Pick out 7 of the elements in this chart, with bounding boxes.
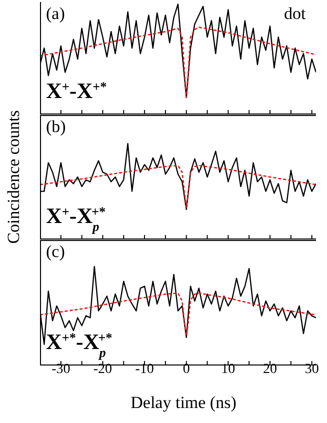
annotation: X$^{+}$-X$^{+*}$ xyxy=(46,78,108,103)
text: (b) xyxy=(46,117,66,136)
x-axis-title: Delay time (ns) xyxy=(130,393,238,413)
text: (c) xyxy=(46,242,65,261)
y-axis-title: Coincidence counts xyxy=(4,110,24,244)
annotation: (a) xyxy=(46,4,65,23)
annotation: dot xyxy=(284,4,306,23)
